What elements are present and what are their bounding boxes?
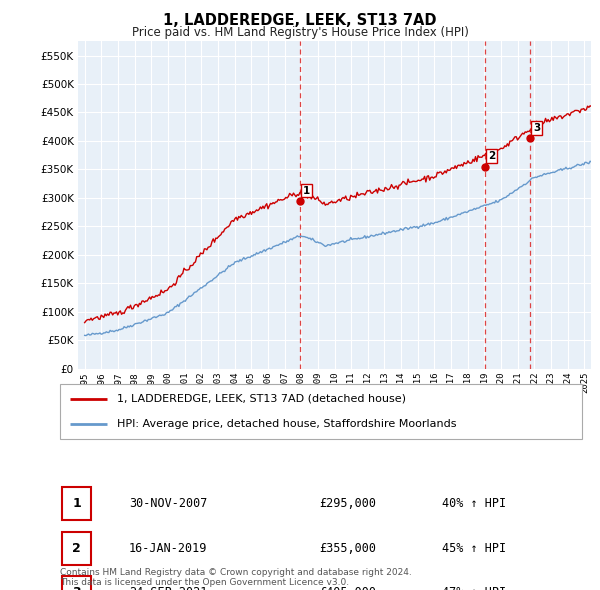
Text: This data is licensed under the Open Government Licence v3.0.: This data is licensed under the Open Gov…	[60, 578, 349, 587]
Text: Price paid vs. HM Land Registry's House Price Index (HPI): Price paid vs. HM Land Registry's House …	[131, 26, 469, 39]
Text: 1: 1	[72, 497, 81, 510]
Text: 45% ↑ HPI: 45% ↑ HPI	[442, 542, 506, 555]
Text: £355,000: £355,000	[320, 542, 377, 555]
FancyBboxPatch shape	[62, 576, 91, 590]
Text: 47% ↑ HPI: 47% ↑ HPI	[442, 586, 506, 590]
Text: 1, LADDEREDGE, LEEK, ST13 7AD: 1, LADDEREDGE, LEEK, ST13 7AD	[163, 13, 437, 28]
Text: 16-JAN-2019: 16-JAN-2019	[129, 542, 207, 555]
Text: 1, LADDEREDGE, LEEK, ST13 7AD (detached house): 1, LADDEREDGE, LEEK, ST13 7AD (detached …	[118, 394, 406, 404]
Text: Contains HM Land Registry data © Crown copyright and database right 2024.: Contains HM Land Registry data © Crown c…	[60, 568, 412, 577]
Text: 3: 3	[72, 586, 81, 590]
Text: HPI: Average price, detached house, Staffordshire Moorlands: HPI: Average price, detached house, Staf…	[118, 419, 457, 429]
Text: 24-SEP-2021: 24-SEP-2021	[129, 586, 207, 590]
FancyBboxPatch shape	[62, 487, 91, 520]
Text: £295,000: £295,000	[320, 497, 377, 510]
Text: 3: 3	[533, 123, 540, 133]
FancyBboxPatch shape	[60, 384, 582, 439]
Text: £405,000: £405,000	[320, 586, 377, 590]
FancyBboxPatch shape	[62, 532, 91, 565]
Text: 1: 1	[303, 185, 310, 195]
Text: 2: 2	[72, 542, 81, 555]
Text: 40% ↑ HPI: 40% ↑ HPI	[442, 497, 506, 510]
Text: 2: 2	[488, 151, 496, 161]
Text: 30-NOV-2007: 30-NOV-2007	[129, 497, 207, 510]
